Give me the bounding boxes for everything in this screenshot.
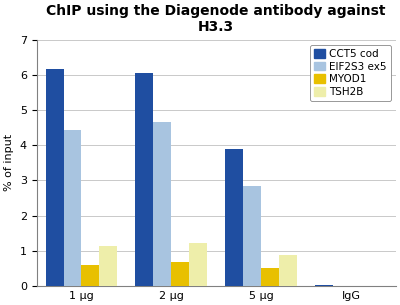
Bar xyxy=(315,285,333,286)
Legend: CCT5 cod, EIF2S3 ex5, MYOD1, TSH2B: CCT5 cod, EIF2S3 ex5, MYOD1, TSH2B xyxy=(310,45,391,101)
Bar xyxy=(171,262,189,286)
Bar xyxy=(189,243,207,286)
Bar xyxy=(243,186,261,286)
Bar xyxy=(225,149,243,286)
Bar xyxy=(153,122,171,286)
Bar xyxy=(279,255,297,286)
Title: ChIP using the Diagenode antibody against
H3.3: ChIP using the Diagenode antibody agains… xyxy=(46,4,386,34)
Bar xyxy=(100,246,118,286)
Y-axis label: % of input: % of input xyxy=(4,134,14,192)
Bar xyxy=(261,268,279,286)
Bar xyxy=(64,131,82,286)
Bar xyxy=(46,69,64,286)
Bar xyxy=(82,265,100,286)
Bar xyxy=(135,73,153,286)
